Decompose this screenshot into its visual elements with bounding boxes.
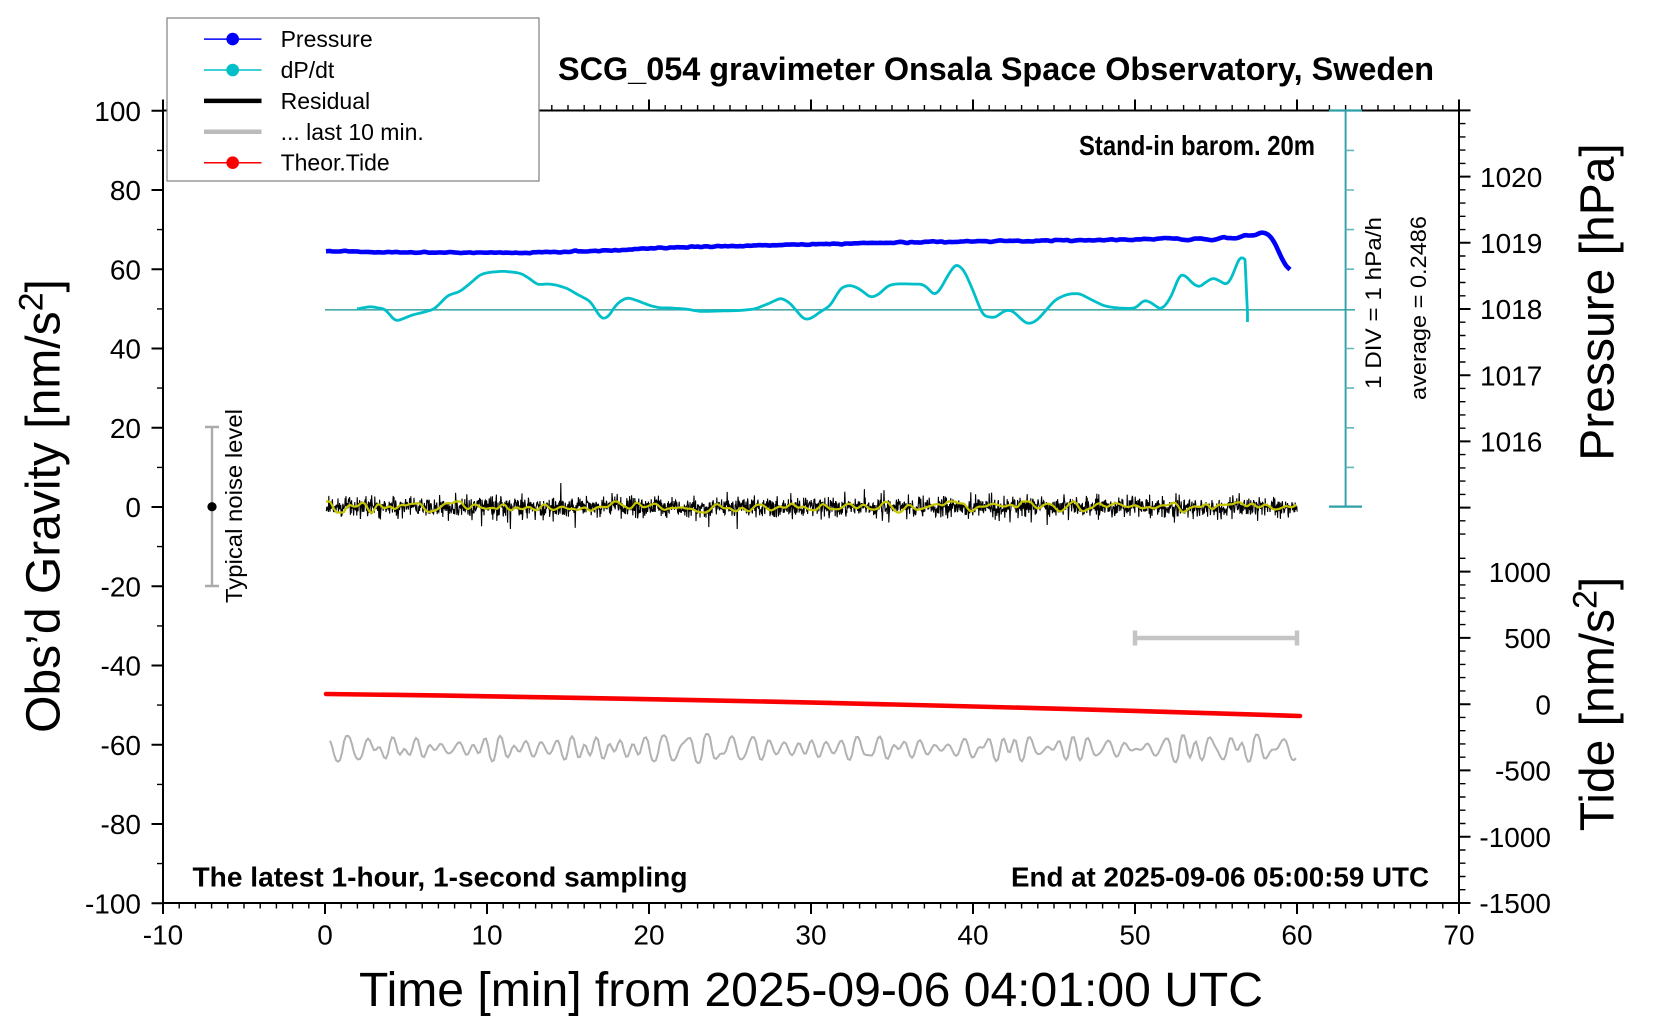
svg-text:Stand-in barom. 20m: Stand-in barom. 20m (1079, 130, 1315, 161)
svg-text:100: 100 (94, 96, 141, 127)
svg-text:Obs’d Gravity [nm/s2]: Obs’d Gravity [nm/s2] (13, 279, 71, 733)
svg-text:End at 2025-09-06 05:00:59 UTC: End at 2025-09-06 05:00:59 UTC (1011, 862, 1429, 893)
svg-text:Tide [nm/s2]: Tide [nm/s2] (1567, 577, 1625, 832)
svg-text:30: 30 (795, 920, 826, 951)
svg-text:-10: -10 (143, 920, 183, 951)
svg-text:1 DIV = 1 hPa/h: 1 DIV = 1 hPa/h (1361, 217, 1386, 389)
svg-text:500: 500 (1504, 623, 1551, 654)
svg-text:Time [min] from 2025-09-06 04:: Time [min] from 2025-09-06 04:01:00 UTC (359, 964, 1263, 1017)
svg-text:-1000: -1000 (1479, 822, 1551, 853)
svg-text:60: 60 (1281, 920, 1312, 951)
svg-text:-80: -80 (101, 809, 141, 840)
svg-text:40: 40 (110, 334, 141, 365)
svg-text:-40: -40 (101, 651, 141, 682)
svg-text:Pressure [hPa]: Pressure [hPa] (1572, 143, 1625, 460)
svg-text:0: 0 (317, 920, 333, 951)
svg-text:-500: -500 (1495, 756, 1551, 787)
svg-text:dP/dt: dP/dt (281, 57, 335, 83)
svg-text:80: 80 (110, 175, 141, 206)
svg-text:40: 40 (957, 920, 988, 951)
svg-text:-60: -60 (101, 730, 141, 761)
svg-text:0: 0 (125, 492, 141, 523)
svg-text:-20: -20 (101, 571, 141, 602)
svg-text:-1500: -1500 (1479, 888, 1551, 919)
svg-text:20: 20 (110, 413, 141, 444)
svg-text:Pressure: Pressure (281, 26, 373, 52)
svg-text:10: 10 (471, 920, 502, 951)
svg-text:20: 20 (633, 920, 664, 951)
svg-text:The latest 1-hour, 1-second sa: The latest 1-hour, 1-second sampling (193, 862, 688, 893)
svg-text:1017: 1017 (1480, 360, 1542, 391)
svg-text:-100: -100 (85, 888, 141, 919)
svg-text:SCG_054 gravimeter Onsala Spac: SCG_054 gravimeter Onsala Space Observat… (558, 51, 1434, 87)
svg-text:... last 10 min.: ... last 10 min. (281, 119, 424, 145)
svg-text:Residual: Residual (281, 88, 371, 114)
svg-text:1019: 1019 (1480, 228, 1542, 259)
svg-text:70: 70 (1443, 920, 1474, 951)
svg-text:0: 0 (1535, 689, 1551, 720)
svg-text:Theor.Tide: Theor.Tide (281, 150, 390, 176)
svg-text:1020: 1020 (1480, 162, 1542, 193)
svg-text:60: 60 (110, 254, 141, 285)
svg-text:average = 0.2486: average = 0.2486 (1406, 216, 1431, 400)
svg-text:1000: 1000 (1489, 557, 1551, 588)
svg-text:1016: 1016 (1480, 427, 1542, 458)
svg-text:50: 50 (1119, 920, 1150, 951)
svg-text:1018: 1018 (1480, 294, 1542, 325)
svg-text:Typical noise level: Typical noise level (221, 409, 247, 603)
